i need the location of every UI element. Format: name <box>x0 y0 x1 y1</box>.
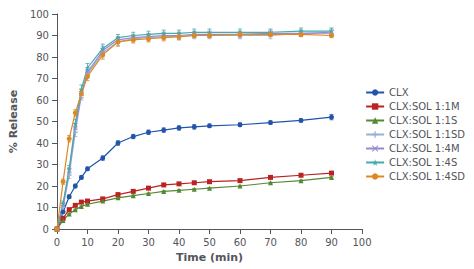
svg-text:70: 70 <box>264 237 277 248</box>
svg-text:CLX:SOL 1:1SD: CLX:SOL 1:1SD <box>389 129 465 140</box>
svg-text:20: 20 <box>112 237 125 248</box>
svg-text:50: 50 <box>36 116 49 127</box>
svg-text:70: 70 <box>36 73 49 84</box>
svg-text:30: 30 <box>36 159 49 170</box>
svg-text:100: 100 <box>352 237 371 248</box>
svg-text:40: 40 <box>173 237 186 248</box>
svg-text:90: 90 <box>325 237 338 248</box>
svg-text:90: 90 <box>36 30 49 41</box>
svg-text:80: 80 <box>36 52 49 63</box>
svg-text:CLX:SOL 1:1M: CLX:SOL 1:1M <box>389 101 459 112</box>
svg-text:80: 80 <box>295 237 308 248</box>
svg-text:CLX:SOL 1:1S: CLX:SOL 1:1S <box>389 115 457 126</box>
svg-text:20: 20 <box>36 181 49 192</box>
svg-text:0: 0 <box>43 224 49 235</box>
svg-text:60: 60 <box>234 237 247 248</box>
svg-text:CLX: CLX <box>389 87 409 98</box>
svg-text:10: 10 <box>81 237 94 248</box>
svg-text:40: 40 <box>36 138 49 149</box>
svg-text:Time (min): Time (min) <box>176 251 243 264</box>
svg-text:100: 100 <box>30 9 49 20</box>
svg-text:CLX:SOL 1:4M: CLX:SOL 1:4M <box>389 143 459 154</box>
svg-text:50: 50 <box>203 237 216 248</box>
svg-text:30: 30 <box>142 237 155 248</box>
svg-text:60: 60 <box>36 95 49 106</box>
svg-text:10: 10 <box>36 202 49 213</box>
svg-text:CLX:SOL 1:4S: CLX:SOL 1:4S <box>389 157 457 168</box>
svg-text:0: 0 <box>54 237 60 248</box>
svg-text:% Release: % Release <box>7 90 20 153</box>
svg-text:CLX:SOL 1:4SD: CLX:SOL 1:4SD <box>389 171 465 182</box>
